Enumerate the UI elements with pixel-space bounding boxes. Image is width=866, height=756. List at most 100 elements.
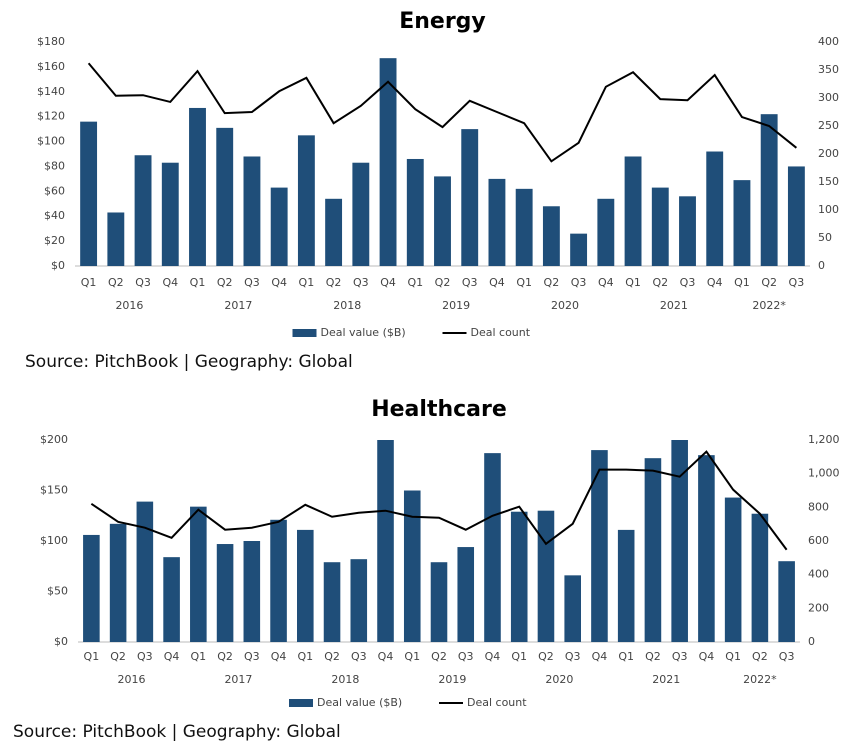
x-tick-label: Q2: [538, 650, 554, 663]
bar: [190, 506, 207, 642]
bar: [270, 519, 287, 642]
year-label: 2016: [115, 299, 143, 312]
line: [87, 62, 798, 163]
bar: [488, 178, 506, 266]
y2-tick-label: 50: [818, 231, 832, 244]
x-tick-label: Q2: [217, 276, 233, 289]
bar: [163, 557, 180, 642]
y2-tick-label: 100: [818, 203, 839, 216]
bar: [671, 440, 688, 642]
bar: [457, 547, 475, 642]
x-tick-label: Q4: [164, 650, 180, 663]
x-tick-label: Q2: [110, 650, 126, 663]
x-tick-label: Q4: [271, 276, 287, 289]
year-label: 2018: [331, 673, 359, 686]
y2-tick-label: 400: [818, 35, 839, 48]
x-tick-label: Q2: [435, 276, 451, 289]
year-label: 2021: [652, 673, 680, 686]
bar: [323, 562, 341, 642]
x-tick-label: Q4: [378, 650, 394, 663]
x-tick-label: Q1: [516, 276, 532, 289]
y2-tick-label: 600: [808, 534, 829, 547]
year-label: 2019: [442, 299, 470, 312]
bar: [760, 114, 778, 266]
bar: [377, 440, 394, 642]
bar: [778, 561, 795, 642]
year-label: 2016: [117, 673, 145, 686]
year-label: 2021: [660, 299, 688, 312]
y-tick-label: $140: [37, 85, 65, 98]
x-tick-label: Q3: [353, 276, 369, 289]
y2-tick-label: 0: [818, 259, 825, 272]
bar: [109, 523, 127, 642]
bar: [107, 212, 125, 266]
y-tick-label: $160: [37, 60, 65, 73]
bar: [787, 166, 805, 266]
bar: [733, 180, 751, 266]
bar: [350, 559, 368, 642]
y2-tick-label: 250: [818, 119, 839, 132]
year-label: 2018: [333, 299, 361, 312]
x-tick-label: Q1: [81, 276, 97, 289]
y-tick-label: $60: [44, 184, 65, 197]
x-tick-label: Q4: [598, 276, 614, 289]
x-tick-label: Q3: [135, 276, 151, 289]
bar: [537, 510, 555, 642]
y2-tick-label: 350: [818, 63, 839, 76]
y-tick-label: $100: [40, 534, 68, 547]
bar: [644, 458, 662, 642]
x-tick-label: Q3: [244, 650, 260, 663]
x-tick-label: Q3: [565, 650, 581, 663]
legend-label: Deal value ($B): [317, 696, 402, 709]
y2-tick-label: 1,200: [808, 433, 840, 446]
x-tick-label: Q1: [190, 650, 206, 663]
bar: [624, 156, 642, 266]
y2-tick-label: 800: [808, 500, 829, 513]
bar: [570, 233, 588, 266]
bar: [270, 187, 288, 266]
x-tick-label: Q3: [672, 650, 688, 663]
year-label: 2022*: [743, 673, 777, 686]
bar: [542, 206, 560, 266]
x-tick-label: Q1: [299, 276, 315, 289]
y-tick-label: $200: [40, 433, 68, 446]
bar: [80, 121, 98, 267]
source-note: Source: PitchBook | Geography: Global: [25, 352, 353, 372]
bar: [83, 534, 100, 642]
bar: [510, 511, 528, 642]
y2-tick-label: 400: [808, 568, 829, 581]
x-tick-label: Q3: [462, 276, 478, 289]
x-tick-label: Q3: [351, 650, 367, 663]
chart-title: Healthcare: [371, 397, 507, 422]
y-tick-label: $40: [44, 209, 65, 222]
bar: [216, 127, 234, 266]
y-tick-label: $120: [37, 110, 65, 123]
bar: [461, 129, 479, 266]
x-tick-label: Q2: [324, 650, 340, 663]
y-tick-label: $180: [37, 35, 65, 48]
year-label: 2017: [224, 673, 252, 686]
bar: [651, 187, 669, 266]
y-tick-label: $50: [47, 585, 68, 598]
year-label: 2020: [545, 673, 573, 686]
x-tick-label: Q2: [544, 276, 560, 289]
y2-tick-label: 300: [818, 91, 839, 104]
x-tick-label: Q4: [592, 650, 608, 663]
x-tick-label: Q3: [789, 276, 805, 289]
y2-tick-label: 0: [808, 635, 815, 648]
bar: [297, 529, 314, 642]
y-tick-label: $0: [51, 259, 65, 272]
bar: [698, 455, 715, 642]
bar: [724, 497, 742, 642]
bar: [706, 151, 724, 266]
legend-swatch: [289, 699, 313, 707]
x-tick-label: Q1: [297, 650, 313, 663]
year-label: 2020: [551, 299, 579, 312]
bar: [134, 155, 152, 266]
y-tick-label: $0: [54, 635, 68, 648]
x-tick-label: Q1: [734, 276, 750, 289]
y2-tick-label: 200: [818, 147, 839, 160]
y-tick-label: $150: [40, 484, 68, 497]
x-tick-label: Q2: [761, 276, 777, 289]
bar: [297, 135, 315, 266]
